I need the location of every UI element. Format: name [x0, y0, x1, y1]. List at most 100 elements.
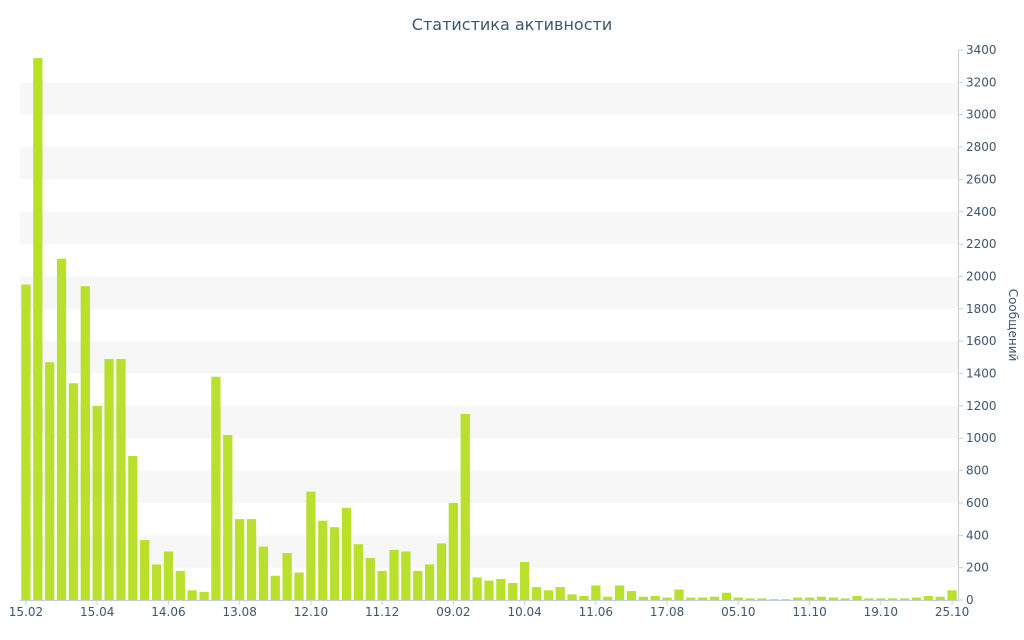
bar[interactable]: [745, 598, 755, 600]
bar[interactable]: [698, 597, 708, 600]
bar[interactable]: [709, 596, 720, 600]
bar[interactable]: [246, 519, 257, 600]
background-bands: [20, 82, 958, 568]
bar[interactable]: [389, 549, 399, 600]
bar[interactable]: [804, 597, 815, 600]
y-tick-label: 800: [966, 464, 989, 478]
x-tick-label: 19.10: [864, 605, 898, 619]
bar[interactable]: [460, 413, 470, 600]
grid-band: [20, 211, 958, 245]
bar[interactable]: [603, 596, 613, 600]
bar[interactable]: [413, 570, 423, 600]
bar[interactable]: [567, 594, 577, 600]
x-tick-label: 11.10: [792, 605, 826, 619]
bar[interactable]: [591, 585, 601, 600]
y-tick-label: 1800: [966, 302, 997, 316]
grid-band: [20, 535, 958, 568]
bar[interactable]: [484, 580, 494, 600]
bar[interactable]: [116, 358, 126, 600]
bar[interactable]: [876, 598, 886, 600]
bar[interactable]: [472, 577, 482, 600]
bar[interactable]: [21, 284, 31, 600]
bar[interactable]: [365, 557, 375, 600]
bar[interactable]: [448, 502, 459, 600]
bar[interactable]: [377, 570, 387, 600]
bar[interactable]: [686, 597, 696, 600]
bar[interactable]: [163, 551, 174, 600]
chart-title: Статистика активности: [411, 15, 613, 34]
bar[interactable]: [793, 597, 803, 600]
bar[interactable]: [223, 435, 233, 600]
bar[interactable]: [235, 519, 245, 600]
bar[interactable]: [888, 598, 898, 600]
bar[interactable]: [781, 599, 791, 600]
bar[interactable]: [68, 383, 79, 600]
bar[interactable]: [650, 595, 660, 600]
bar[interactable]: [899, 598, 910, 600]
bar[interactable]: [175, 570, 185, 600]
bar[interactable]: [199, 591, 209, 600]
bar[interactable]: [151, 564, 162, 600]
bar[interactable]: [638, 596, 648, 600]
bar[interactable]: [614, 585, 625, 600]
bar[interactable]: [935, 596, 945, 600]
y-tick-label: 1600: [966, 334, 997, 348]
bar[interactable]: [140, 540, 150, 600]
bar[interactable]: [282, 553, 292, 600]
grid-band: [20, 276, 958, 309]
bar[interactable]: [33, 58, 43, 600]
bar[interactable]: [733, 597, 743, 600]
bar[interactable]: [294, 572, 304, 601]
y-tick-label: 1400: [966, 367, 997, 381]
bar[interactable]: [211, 376, 221, 600]
bar[interactable]: [816, 596, 827, 600]
bar[interactable]: [579, 595, 589, 600]
bar[interactable]: [270, 575, 280, 600]
x-tick-label: 15.04: [80, 605, 114, 619]
bar-series: [21, 58, 957, 601]
bar[interactable]: [425, 564, 435, 600]
bar[interactable]: [555, 587, 565, 600]
bar[interactable]: [56, 258, 67, 600]
bar[interactable]: [757, 598, 767, 600]
bar[interactable]: [401, 551, 411, 600]
bar[interactable]: [674, 589, 684, 600]
bar[interactable]: [864, 598, 874, 600]
bar[interactable]: [45, 362, 55, 600]
bar[interactable]: [721, 592, 732, 600]
x-axis: 15.02 15.04 14.06 13.08 12.10 11.12 09.02 10.04…: [9, 600, 969, 619]
bar[interactable]: [508, 583, 518, 600]
bar[interactable]: [626, 591, 637, 600]
bar[interactable]: [852, 595, 862, 600]
bar[interactable]: [258, 546, 269, 600]
bar[interactable]: [840, 598, 850, 600]
bar[interactable]: [947, 590, 957, 600]
bar[interactable]: [662, 597, 672, 600]
bar[interactable]: [330, 527, 340, 600]
bar[interactable]: [531, 587, 542, 600]
bar[interactable]: [769, 599, 779, 600]
bar[interactable]: [128, 456, 138, 600]
bar[interactable]: [496, 578, 506, 600]
x-tick-label: 09.02: [436, 605, 470, 619]
x-tick-label: 12.10: [294, 605, 328, 619]
bar[interactable]: [80, 286, 90, 600]
bar[interactable]: [911, 597, 922, 600]
y-tick-label: 1200: [966, 399, 997, 413]
bar[interactable]: [104, 358, 114, 600]
y-tick-label: 200: [966, 561, 989, 575]
bar[interactable]: [923, 595, 933, 600]
bar[interactable]: [187, 590, 197, 600]
bar[interactable]: [306, 491, 316, 600]
x-tick-label: 13.08: [222, 605, 256, 619]
bar[interactable]: [353, 544, 364, 600]
bar[interactable]: [543, 590, 553, 600]
bar[interactable]: [341, 507, 352, 600]
bar[interactable]: [519, 561, 530, 600]
bar[interactable]: [828, 597, 838, 600]
y-tick-label: 0: [966, 593, 974, 607]
bar[interactable]: [92, 405, 102, 600]
bar[interactable]: [436, 543, 447, 600]
bar[interactable]: [318, 520, 328, 600]
